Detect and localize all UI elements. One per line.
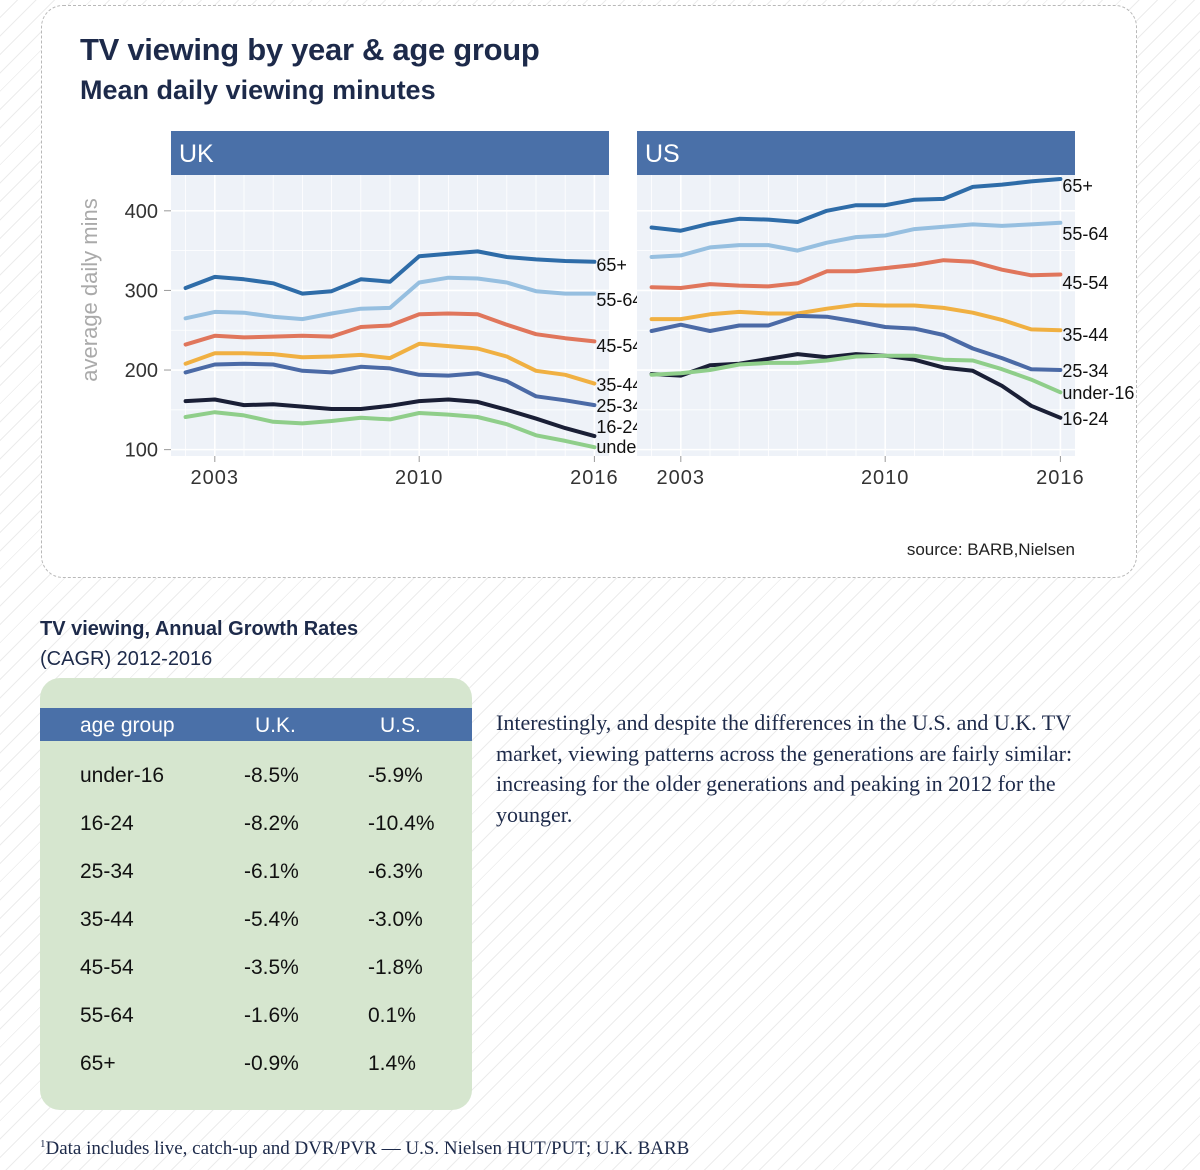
- y-tick-label: 100: [125, 440, 158, 462]
- series-label: 16-24: [596, 417, 642, 437]
- row-age-group: 45-54: [80, 956, 134, 979]
- series-label: 45-54: [1062, 273, 1108, 293]
- row-uk-value: -6.1%: [244, 860, 299, 883]
- series-line-55-64: [183, 275, 597, 322]
- table-row: 55-64 -1.6% 0.1%: [40, 1004, 472, 1052]
- row-uk-value: -0.9%: [244, 1052, 299, 1075]
- row-us-value: -3.0%: [368, 908, 423, 931]
- row-age-group: 35-44: [80, 908, 134, 931]
- series-line-45-54: [649, 258, 1063, 290]
- series-line-16-24: [649, 352, 1063, 420]
- series-label: 35-44: [1062, 325, 1108, 345]
- table-row: 25-34 -6.1% -6.3%: [40, 860, 472, 908]
- panel-header: [637, 131, 1075, 175]
- y-tick-label: 400: [125, 201, 158, 223]
- series-line-25-34: [649, 313, 1063, 372]
- footnote: 1Data includes live, catch-up and DVR/PV…: [40, 1138, 689, 1160]
- panel-us: US 2003 2010 2016 65+ 55-64 45-54 35-44 25-34 16-…: [637, 131, 1134, 489]
- row-uk-value: -1.6%: [244, 1004, 299, 1027]
- series-label: 65+: [596, 255, 627, 275]
- charts-area: UK 2003 2010 2016 100 200 300 400 average daily …: [77, 131, 1134, 489]
- series-label: under-16: [1062, 383, 1134, 403]
- header-age-group: age group: [80, 714, 175, 737]
- x-tick-label: 2016: [1036, 467, 1085, 489]
- row-us-value: -5.9%: [368, 764, 423, 787]
- panel-header-label: US: [645, 140, 680, 168]
- x-tick-label: 2010: [861, 467, 910, 489]
- series-label: 35-44: [596, 375, 642, 395]
- footnote-text: Data includes live, catch-up and DVR/PVR…: [45, 1138, 690, 1159]
- y-tick-label: 300: [125, 280, 158, 302]
- table-row: 65+ -0.9% 1.4%: [40, 1052, 472, 1100]
- panel-header: [171, 131, 609, 175]
- x-tick-label: 2010: [395, 467, 444, 489]
- row-age-group: 55-64: [80, 1004, 134, 1027]
- series-line-under-16: [183, 410, 597, 450]
- series-line-35-44: [649, 302, 1063, 333]
- row-us-value: 0.1%: [368, 1004, 416, 1027]
- y-tick-label: 200: [125, 360, 158, 382]
- row-uk-value: -5.4%: [244, 908, 299, 931]
- x-tick-label: 2003: [191, 467, 240, 489]
- series-label: 55-64: [1062, 224, 1108, 244]
- table-row: 16-24 -8.2% -10.4%: [40, 812, 472, 860]
- row-uk-value: -3.5%: [244, 956, 299, 979]
- table-header: age group U.K. U.S.: [40, 708, 472, 741]
- row-us-value: -10.4%: [368, 812, 435, 835]
- x-tick-label: 2003: [657, 467, 706, 489]
- series-line-35-44: [183, 341, 597, 386]
- row-us-value: -6.3%: [368, 860, 423, 883]
- row-us-value: -1.8%: [368, 956, 423, 979]
- series-label: 55-64: [596, 290, 642, 310]
- row-age-group: under-16: [80, 764, 165, 787]
- series-label: 65+: [1062, 176, 1093, 196]
- panel-header-label: UK: [179, 140, 214, 168]
- series-label: 45-54: [596, 336, 642, 356]
- series-line-65+: [649, 177, 1063, 233]
- footnote-mark: 1: [40, 1138, 46, 1150]
- y-axis-label: average daily mins: [77, 198, 102, 381]
- series-label: 25-34: [1062, 361, 1108, 381]
- series-line-65+: [183, 249, 597, 296]
- table-subtitle: (CAGR) 2012-2016: [40, 648, 213, 670]
- row-age-group: 65+: [80, 1052, 116, 1075]
- header-uk: U.K.: [255, 714, 296, 737]
- series-line-16-24: [183, 397, 597, 439]
- chart-title: TV viewing by year & age group: [80, 32, 540, 67]
- series-line-under-16: [649, 353, 1063, 395]
- table-title: TV viewing, Annual Growth Rates: [40, 618, 359, 640]
- row-us-value: 1.4%: [368, 1052, 416, 1075]
- growth-table: age group U.K. U.S. under-16 -8.5% -5.9%…: [40, 678, 472, 1110]
- series-line-45-54: [183, 311, 597, 347]
- row-age-group: 16-24: [80, 812, 134, 835]
- source-note: source: BARB,Nielsen: [906, 540, 1075, 559]
- x-tick-label: 2016: [570, 467, 619, 489]
- table-row: 35-44 -5.4% -3.0%: [40, 908, 472, 956]
- panel-uk: UK 2003 2010 2016 100 200 300 400 average daily …: [77, 131, 668, 489]
- table-row: under-16 -8.5% -5.9%: [40, 764, 472, 812]
- series-label: 25-34: [596, 396, 642, 416]
- row-uk-value: -8.5%: [244, 764, 299, 787]
- series-label: 16-24: [1062, 409, 1108, 429]
- row-age-group: 25-34: [80, 860, 134, 883]
- row-uk-value: -8.2%: [244, 812, 299, 835]
- series-line-55-64: [649, 220, 1063, 259]
- header-us: U.S.: [380, 714, 421, 737]
- description-text: Interestingly, and despite the differenc…: [496, 710, 1073, 827]
- table-row: 45-54 -3.5% -1.8%: [40, 956, 472, 1004]
- chart-subtitle: Mean daily viewing minutes: [80, 75, 436, 105]
- series-line-25-34: [183, 361, 597, 408]
